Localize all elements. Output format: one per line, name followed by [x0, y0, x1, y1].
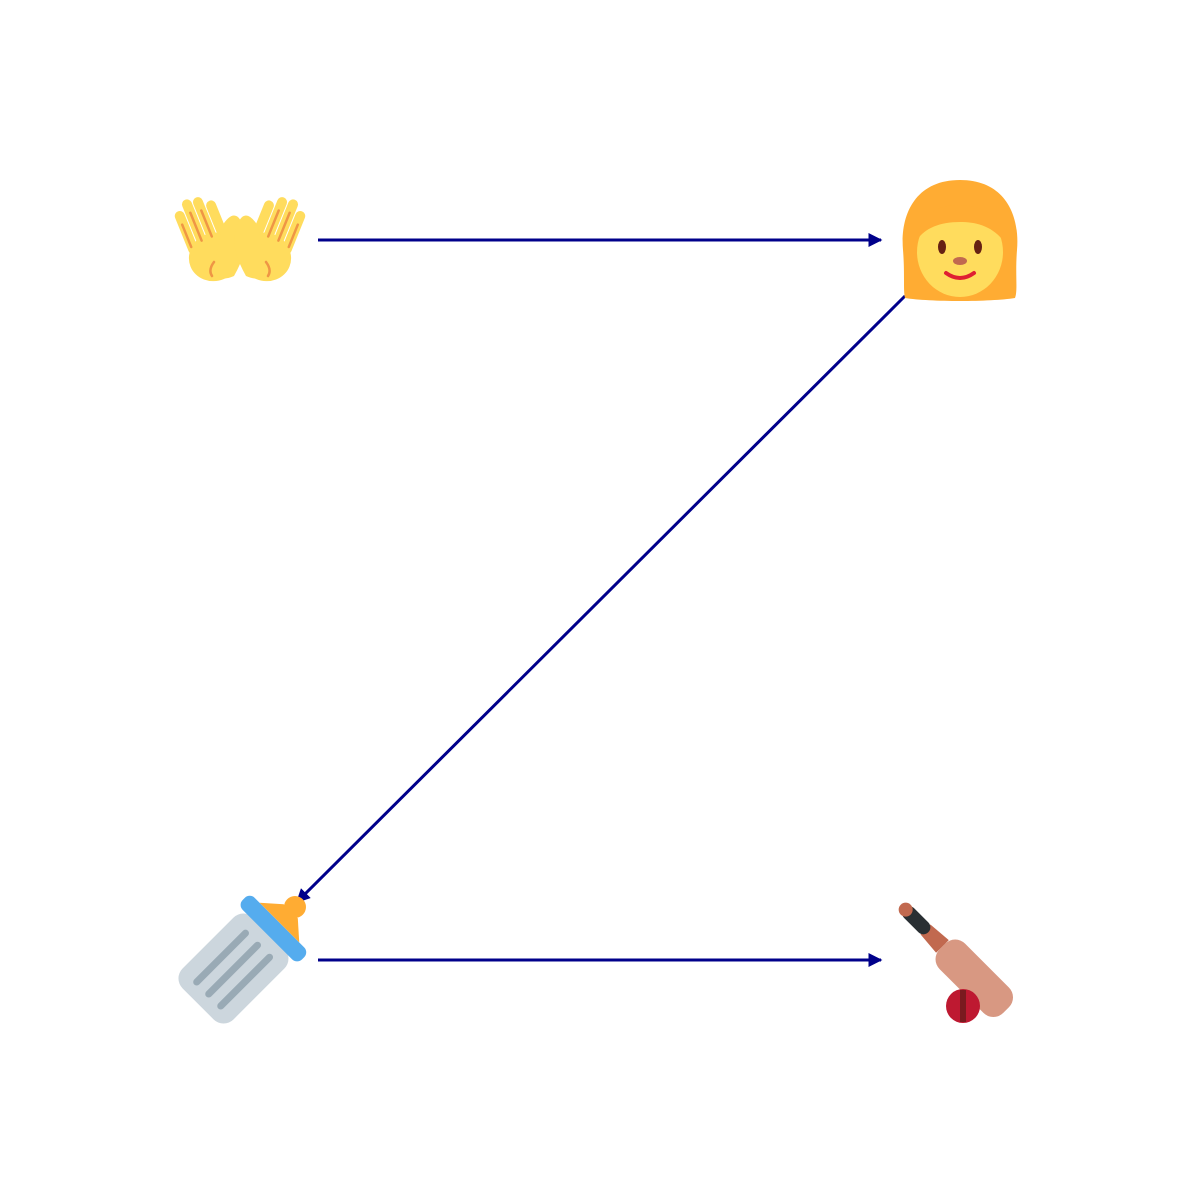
- woman-icon: [902, 180, 1018, 301]
- baby-bottle-icon: [178, 895, 307, 1024]
- cricket-bat-ball-icon: [898, 902, 1014, 1023]
- edge-woman-to-baby-bottle: [295, 294, 907, 904]
- open-hands-icon: [174, 197, 306, 282]
